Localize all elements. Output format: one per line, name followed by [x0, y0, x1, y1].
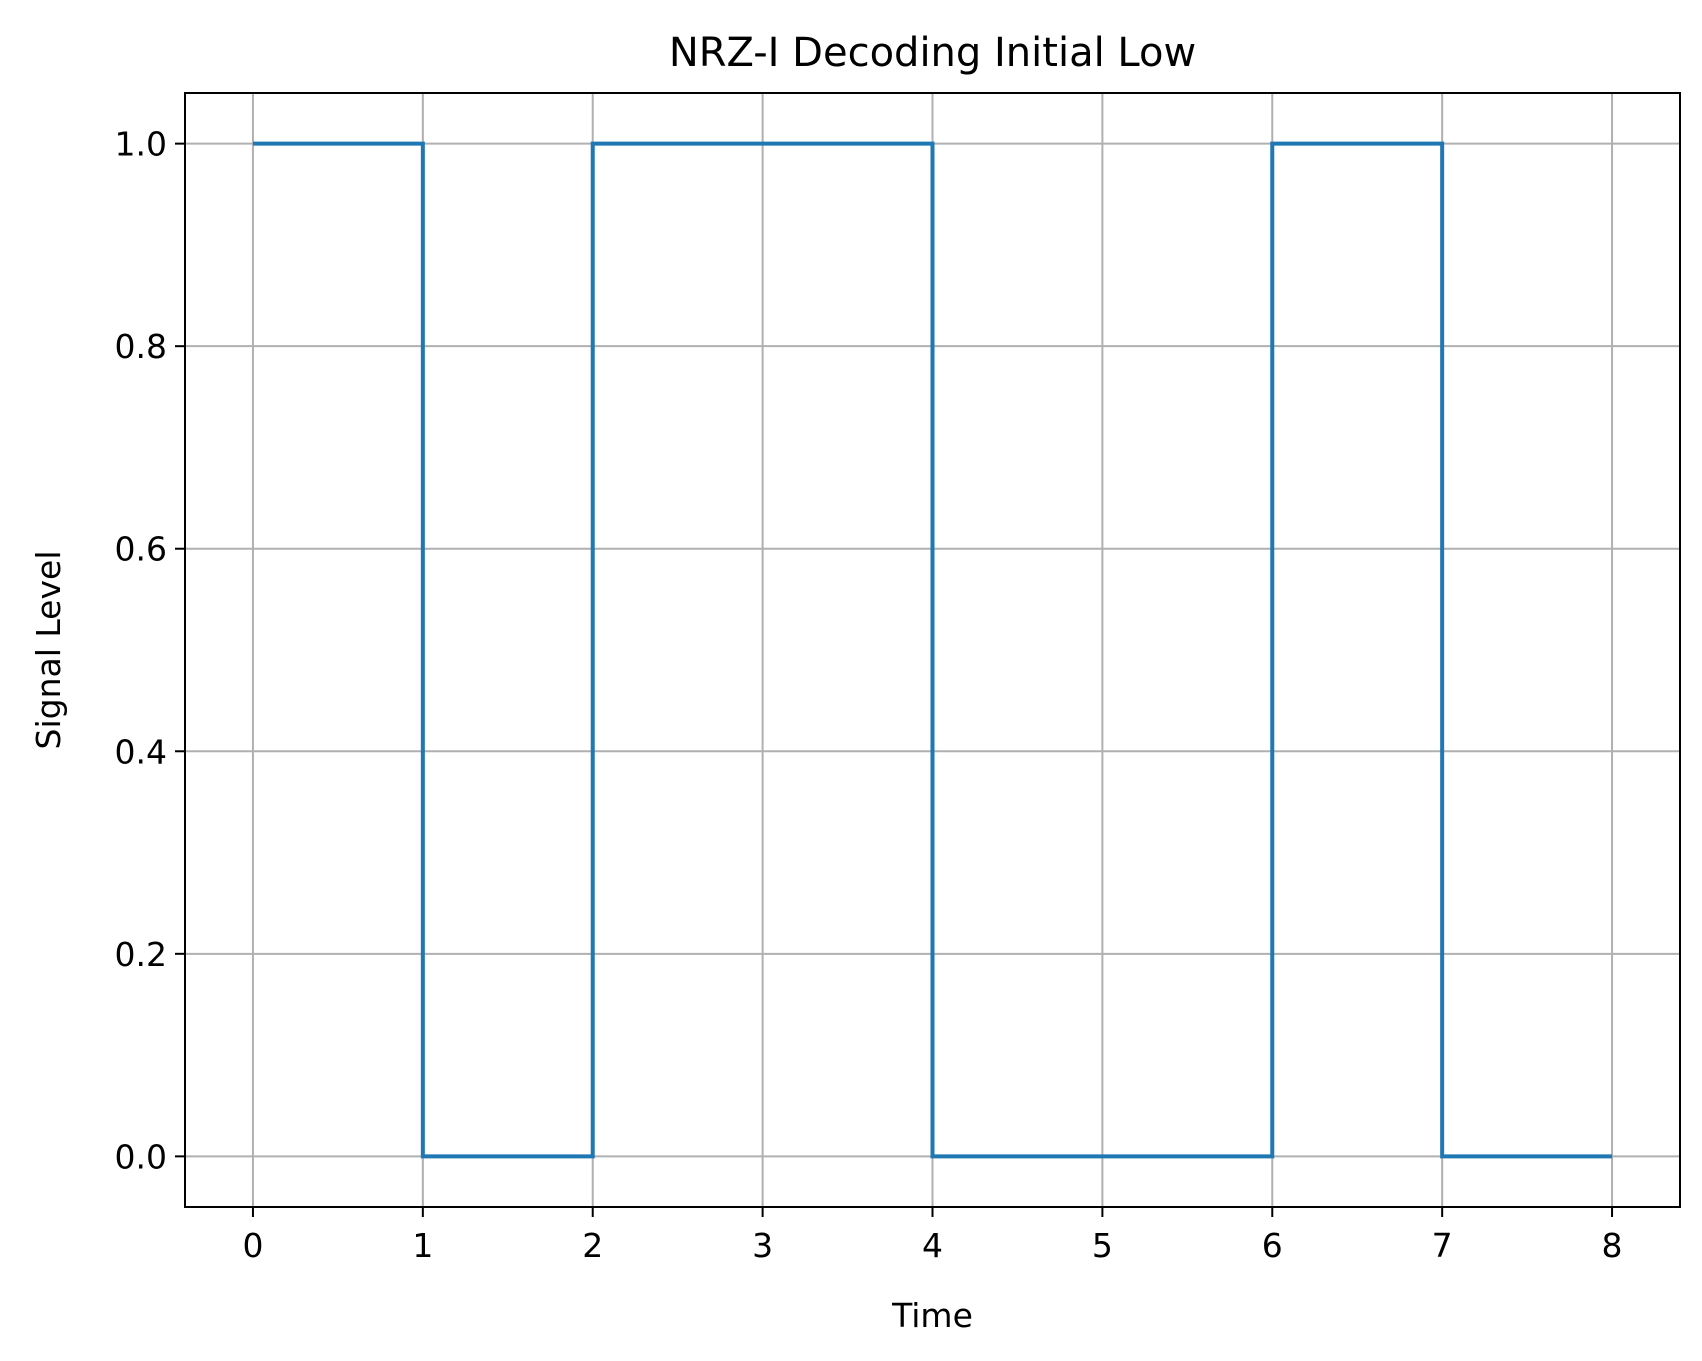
y-tick-label: 0.4: [115, 732, 167, 771]
x-tick-label: 1: [412, 1226, 433, 1265]
x-tick-label: 0: [242, 1226, 263, 1265]
x-tick-label: 2: [582, 1226, 603, 1265]
x-tick-label: 6: [1262, 1226, 1283, 1265]
x-axis-label: Time: [891, 1296, 973, 1335]
series-layer: [252, 141, 1613, 1159]
y-axis-label: Signal Level: [29, 551, 68, 750]
x-tick-label: 3: [752, 1226, 773, 1265]
y-tick-label: 0.8: [115, 327, 167, 366]
chart-title: NRZ-I Decoding Initial Low: [669, 30, 1196, 76]
y-tick-label: 1.0: [115, 125, 167, 164]
signal-series-line: [252, 141, 1613, 1159]
x-tick-label: 4: [922, 1226, 943, 1265]
y-tick-label: 0.0: [115, 1137, 167, 1176]
y-tick-label: 0.6: [115, 530, 167, 569]
axis-ticks: 0 1 2 3 4 5 6 7 8 0.0 0.2 0.4 0.6 0.8 1.0: [115, 125, 1623, 1265]
x-tick-label: 8: [1602, 1226, 1623, 1265]
x-tick-label: 7: [1432, 1226, 1453, 1265]
x-tick-label: 5: [1092, 1226, 1113, 1265]
y-tick-label: 0.2: [115, 935, 167, 974]
